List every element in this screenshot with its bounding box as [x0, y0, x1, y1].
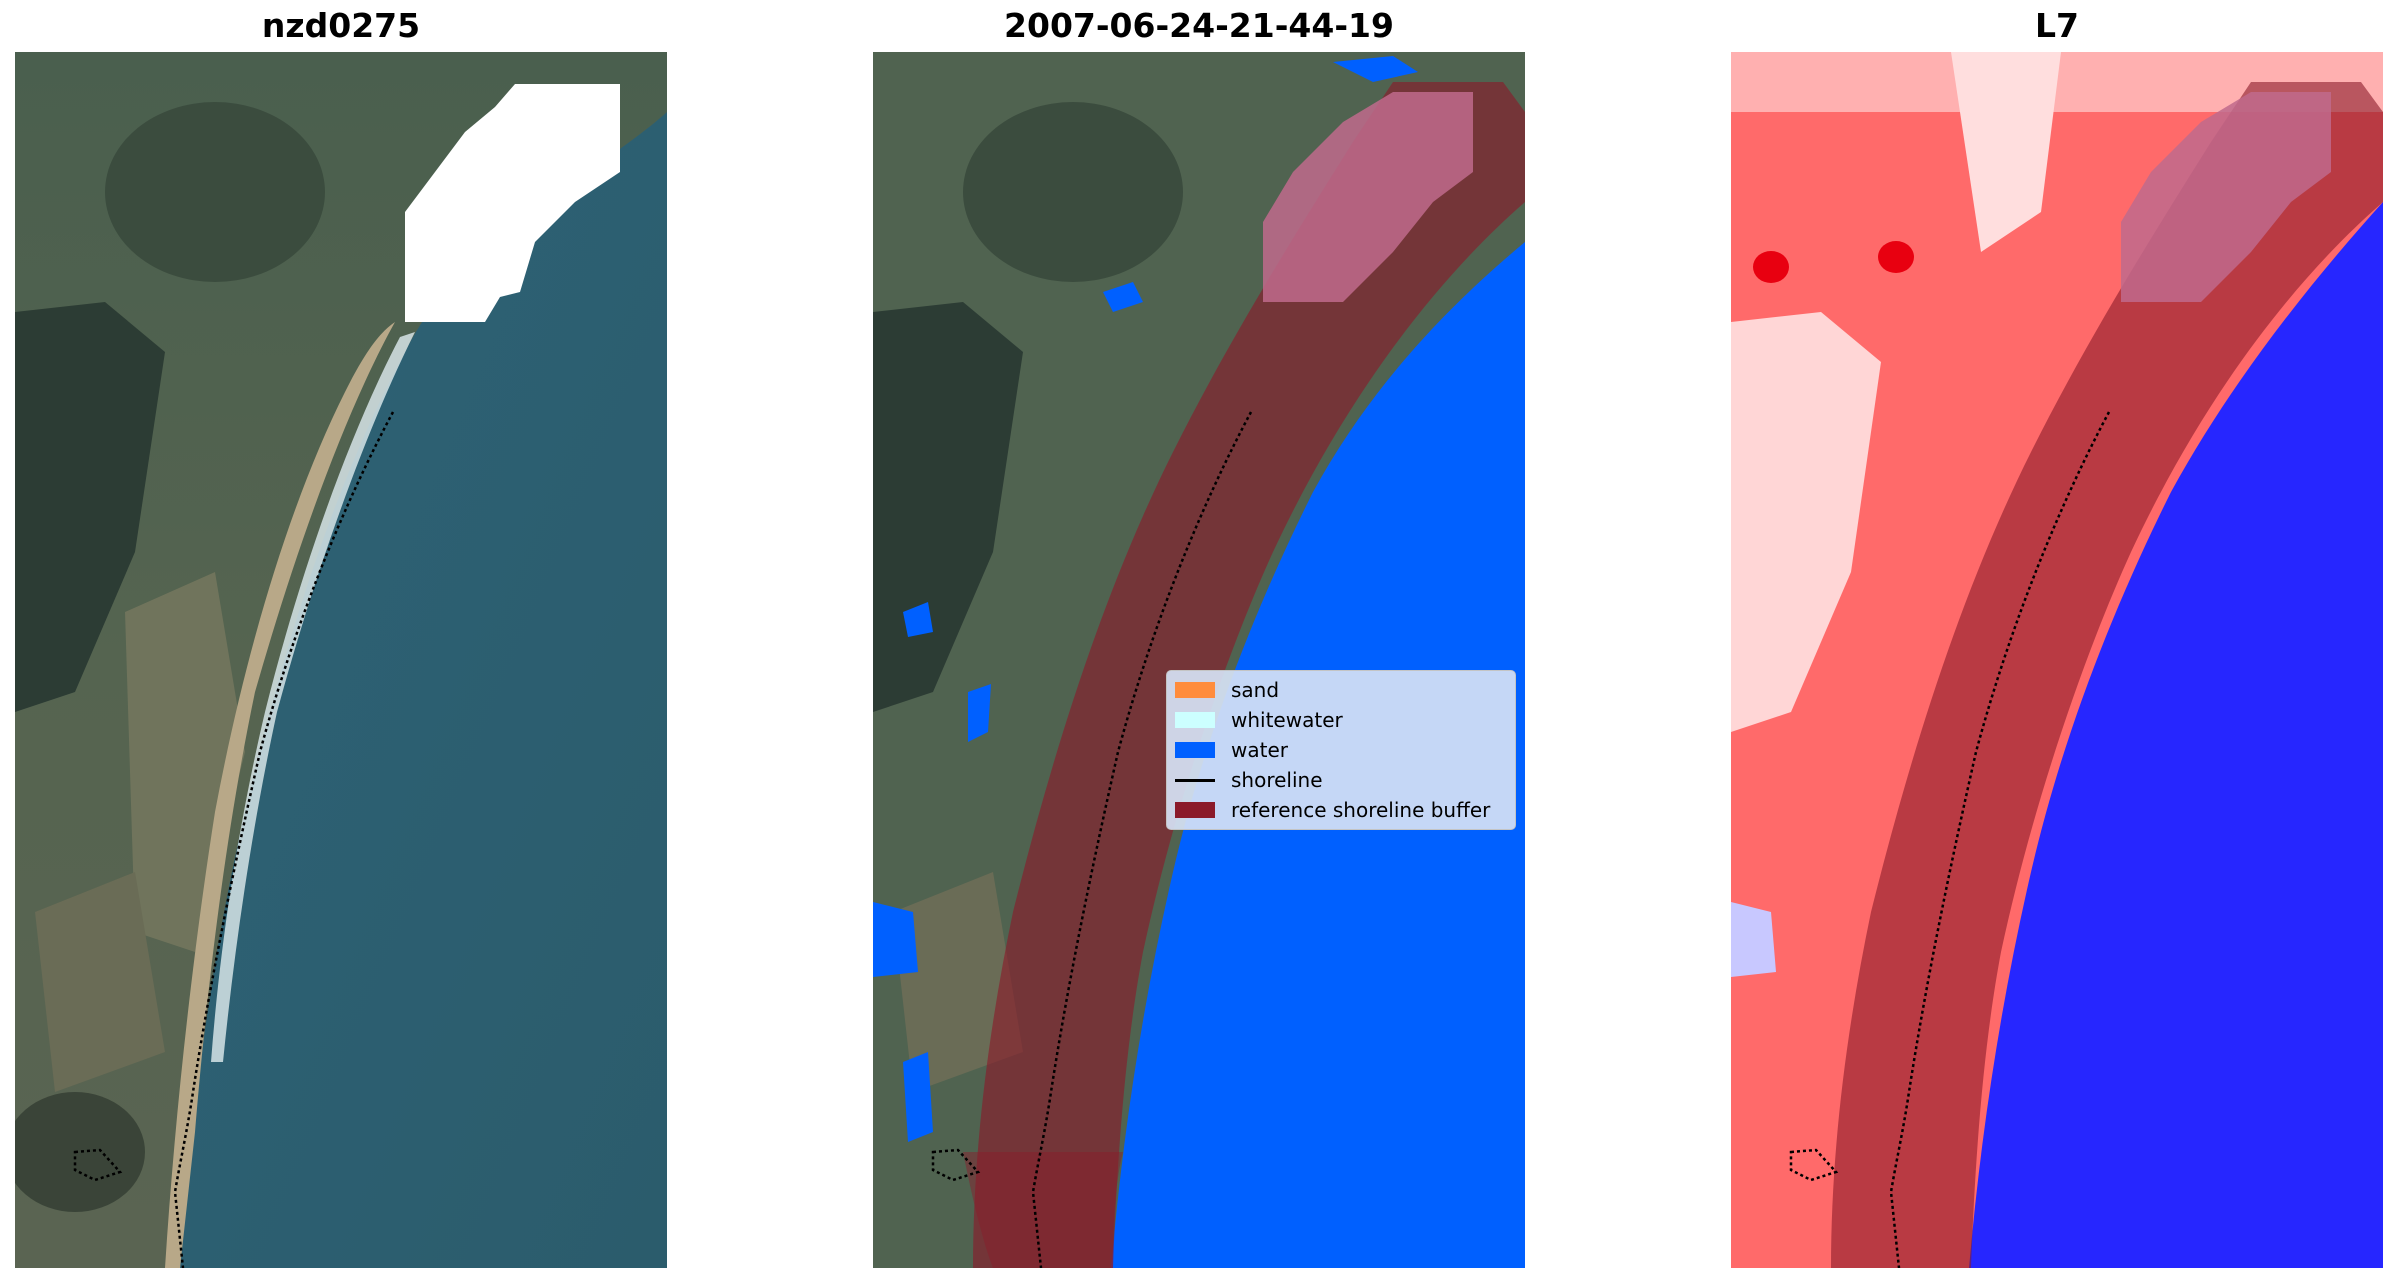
- vegetation-patch: [15, 1092, 145, 1212]
- hill-patch: [35, 872, 165, 1092]
- buffer-swatch: [1175, 802, 1215, 818]
- sea: [180, 112, 667, 1268]
- shoreline-line-swatch: [1175, 778, 1215, 782]
- light-land: [1731, 902, 1776, 977]
- legend-item-buffer: reference shoreline buffer: [1175, 797, 1490, 823]
- reference-shoreline-buffer-lower: [963, 1152, 1123, 1268]
- detected-shoreline-loop: [931, 1148, 981, 1182]
- water-class: [903, 602, 933, 637]
- panel-title-rgb: nzd0275: [261, 6, 421, 45]
- legend-label: sand: [1231, 678, 1280, 702]
- dark-spot: [1753, 251, 1789, 283]
- water-swatch: [1175, 742, 1215, 758]
- water-class: [1333, 56, 1418, 82]
- cloud-area: [1263, 92, 1473, 302]
- water-class: [968, 684, 991, 742]
- legend-label: shoreline: [1231, 768, 1323, 792]
- cloud-area: [2121, 92, 2331, 302]
- cloud-mask: [405, 84, 620, 322]
- beach-sand: [165, 322, 395, 1268]
- legend-label: whitewater: [1231, 708, 1343, 732]
- panel-title-date: 2007-06-24-21-44-19: [1004, 6, 1394, 45]
- panel-title-satellite: L7: [2035, 6, 2079, 45]
- water-class: [873, 902, 918, 977]
- light-land: [1731, 312, 1881, 732]
- whitewater-swatch: [1175, 712, 1215, 728]
- detected-shoreline-loop: [73, 1148, 123, 1182]
- water-class: [1103, 282, 1143, 312]
- detected-shoreline-loop: [1789, 1148, 1839, 1182]
- classified-image: [873, 52, 1525, 1268]
- legend-item-whitewater: whitewater: [1175, 707, 1343, 733]
- legend-item-shoreline: shoreline: [1175, 767, 1323, 793]
- vegetation-patch: [15, 302, 165, 712]
- legend-item-water: water: [1175, 737, 1288, 763]
- legend-label: water: [1231, 738, 1288, 762]
- reference-shoreline-buffer: [1831, 82, 2383, 1268]
- vegetation-patch: [963, 102, 1183, 282]
- dark-spot: [1878, 241, 1914, 273]
- hill-patch: [893, 872, 1023, 1092]
- rgb-image-panel: [15, 52, 667, 1268]
- sand-swatch: [1175, 682, 1215, 698]
- index-image: [1731, 52, 2383, 1268]
- legend: sand whitewater water shoreline referenc…: [1166, 670, 1516, 830]
- legend-item-sand: sand: [1175, 677, 1279, 703]
- water-index: [1969, 202, 2383, 1268]
- rgb-image: [15, 52, 667, 1268]
- reference-shoreline-buffer: [973, 82, 1525, 1268]
- light-land: [1951, 52, 2061, 252]
- water-class: [903, 1052, 933, 1142]
- vegetation-patch: [105, 102, 325, 282]
- legend-label: reference shoreline buffer: [1231, 798, 1491, 822]
- index-image-panel: [1731, 52, 2383, 1268]
- classified-image-panel: [873, 52, 1525, 1268]
